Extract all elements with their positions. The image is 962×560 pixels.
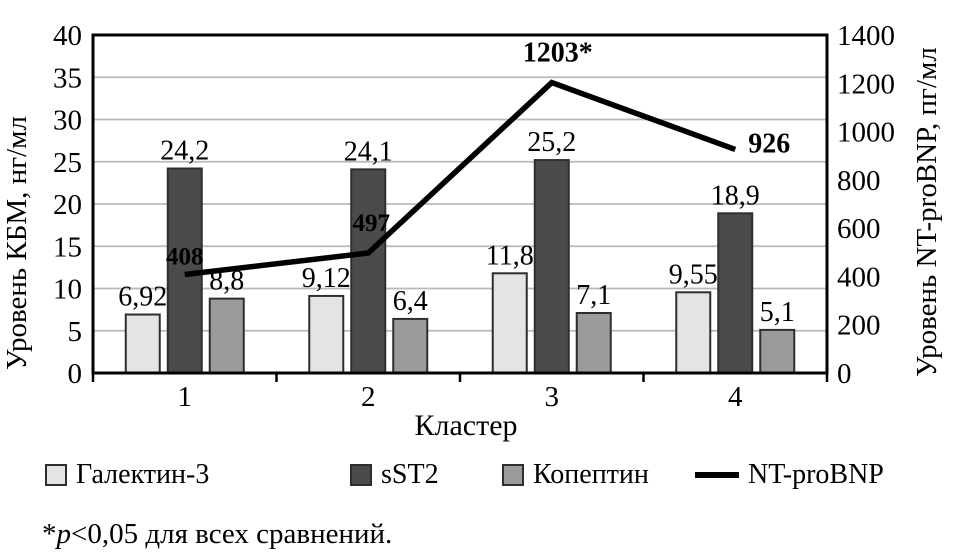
left-tick-label: 25	[53, 147, 82, 179]
bar-value-label: 24,1	[344, 136, 393, 167]
bar-value-label: 25,2	[527, 127, 576, 158]
bar-Копептин-cluster-3	[575, 312, 612, 375]
right-tick-label: 0	[837, 358, 852, 390]
footnote-text: <0,05 для всех сравнений.	[71, 518, 393, 550]
line-value-label: 408	[166, 243, 204, 270]
x-tick-label: 2	[361, 381, 376, 413]
bar-value-label: 6,92	[118, 282, 167, 313]
bar-value-label: 5,1	[760, 297, 795, 328]
bar-value-label: 9,55	[669, 259, 718, 290]
legend-item-sst2: sST2	[350, 458, 439, 492]
left-tick-label: 5	[68, 316, 83, 348]
footnote-marker: *	[42, 518, 57, 550]
bar-Галектин-3-cluster-3	[491, 272, 528, 375]
left-tick-label: 30	[53, 105, 82, 137]
footnote: *p<0,05 для всех сравнений.	[42, 518, 392, 551]
bar-Галектин-3-cluster-4	[675, 291, 712, 374]
right-tick-label: 400	[837, 261, 881, 293]
x-axis-title: Кластер	[414, 409, 517, 442]
left-tick-label: 40	[53, 20, 82, 52]
nt-probnp-line	[184, 79, 737, 278]
bar-value-label: 9,12	[302, 263, 351, 294]
left-tick-label: 20	[53, 189, 82, 221]
legend-label-kopeptin: Копептин	[533, 459, 649, 490]
bar-value-label: 24,2	[160, 136, 209, 167]
right-axis-title: Уровень NT-proBNP, пг/мл	[911, 47, 943, 377]
legend-item-galektin-3: Галектин-3	[45, 458, 209, 492]
galektin-3-swatch	[45, 464, 67, 486]
bar-value-label: 18,9	[711, 180, 760, 211]
bar-sST2-cluster-3	[533, 159, 570, 374]
bar-Галектин-3-cluster-1	[124, 313, 161, 374]
bar-value-label: 6,4	[393, 286, 428, 317]
legend-label-nt-probnp: NT-proBNP	[748, 459, 884, 490]
left-tick-label: 35	[53, 62, 82, 94]
right-tick-label: 1200	[837, 68, 895, 100]
line-value-label: 497	[353, 210, 391, 237]
bar-Копептин-cluster-4	[759, 328, 796, 374]
bar-sST2-cluster-4	[717, 212, 754, 374]
combo-chart: 0510152025303540020040060080010001200140…	[1, 20, 943, 442]
x-tick-label: 3	[545, 381, 560, 413]
left-tick-label: 0	[68, 358, 83, 390]
kopeptin-swatch	[502, 464, 524, 486]
bar-value-label: 11,8	[486, 240, 534, 271]
bar-value-label: 7,1	[576, 280, 611, 311]
bar-Копептин-cluster-1	[208, 297, 245, 375]
legend-label-galektin-3: Галектин-3	[76, 459, 210, 490]
legend-item-kopeptin: Копептин	[502, 458, 649, 492]
bar-Копептин-cluster-2	[392, 317, 429, 375]
right-tick-label: 600	[837, 213, 881, 245]
bar-Галектин-3-cluster-2	[308, 294, 345, 375]
bar-value-label: 8,8	[209, 266, 244, 297]
left-tick-label: 15	[53, 231, 82, 263]
sst2-swatch	[350, 464, 372, 486]
bar-sST2-cluster-2	[350, 168, 387, 374]
x-tick-label: 4	[728, 381, 743, 413]
left-tick-label: 10	[53, 274, 82, 306]
chart-legend: Галектин-3 sST2 Копептин NT-proBNP	[0, 458, 962, 492]
footnote-p-symbol: p	[56, 518, 72, 550]
left-axis-title: Уровень КБМ, нг/мл	[1, 116, 33, 370]
legend-label-sst2: sST2	[381, 459, 439, 490]
legend-item-nt-probnp: NT-proBNP	[695, 458, 884, 492]
x-tick-label: 1	[178, 381, 193, 413]
right-tick-label: 800	[837, 165, 881, 197]
line-value-label: 1203*	[523, 38, 593, 69]
right-tick-label: 1400	[837, 20, 895, 52]
line-value-label: 926	[748, 128, 790, 159]
right-tick-label: 200	[837, 310, 881, 342]
right-tick-label: 1000	[837, 117, 895, 149]
nt-probnp-line-swatch	[695, 472, 739, 478]
